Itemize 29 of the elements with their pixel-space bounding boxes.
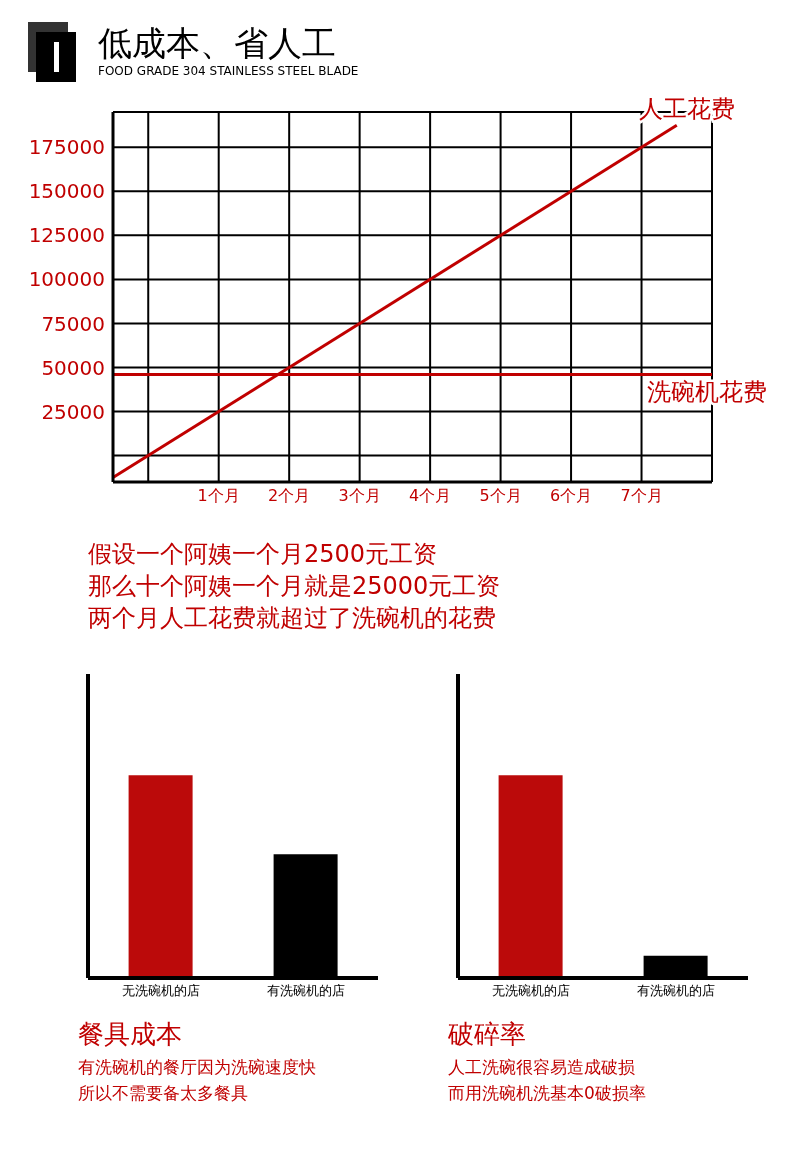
y-tick-label: 175000 [28, 135, 105, 160]
y-tick-label: 50000 [41, 355, 105, 380]
x-tick-label: 3个月 [338, 486, 381, 506]
text: 而用洗碗机洗基本0破损率 [448, 1082, 647, 1105]
x-tick-label: 1个月 [197, 486, 240, 506]
text: 餐具成本 [78, 1018, 183, 1051]
text: 人工洗碗很容易造成破损 [448, 1056, 636, 1079]
x-tick-label: 6个月 [549, 486, 593, 506]
chart-title: 低成本、省人工 [98, 22, 337, 64]
x-tick-label: 有洗碗机的店 [266, 983, 345, 999]
x-tick-label: 2个月 [268, 486, 311, 506]
x-tick-label: 无洗碗机的店 [121, 983, 200, 999]
x-tick-label: 4个月 [409, 486, 452, 506]
y-tick-label: 125000 [28, 223, 105, 248]
text: 破碎率 [448, 1018, 527, 1051]
x-tick-label: 7个月 [620, 486, 663, 506]
text: 那么十个阿姨一个月就是25000元工资 [88, 571, 502, 602]
text: 假设一个阿姨一个月2500元工资 [88, 539, 439, 570]
y-tick-label: 75000 [41, 311, 105, 336]
y-tick-label: 25000 [41, 399, 105, 424]
y-tick-label: 100000 [28, 267, 105, 292]
x-tick-label: 5个月 [479, 486, 522, 506]
x-tick-label: 有洗碗机的店 [636, 983, 715, 999]
text: 所以不需要备太多餐具 [78, 1082, 249, 1105]
y-tick-label: 150000 [28, 179, 105, 204]
text: 两个月人工花费就超过了洗碗机的花费 [88, 603, 497, 634]
text: 有洗碗机的餐厅因为洗碗速度快 [78, 1056, 317, 1079]
x-tick-label: 无洗碗机的店 [491, 983, 570, 999]
chart-subtitle: FOOD GRADE 304 STAINLESS STEEL BLADE [98, 64, 359, 78]
